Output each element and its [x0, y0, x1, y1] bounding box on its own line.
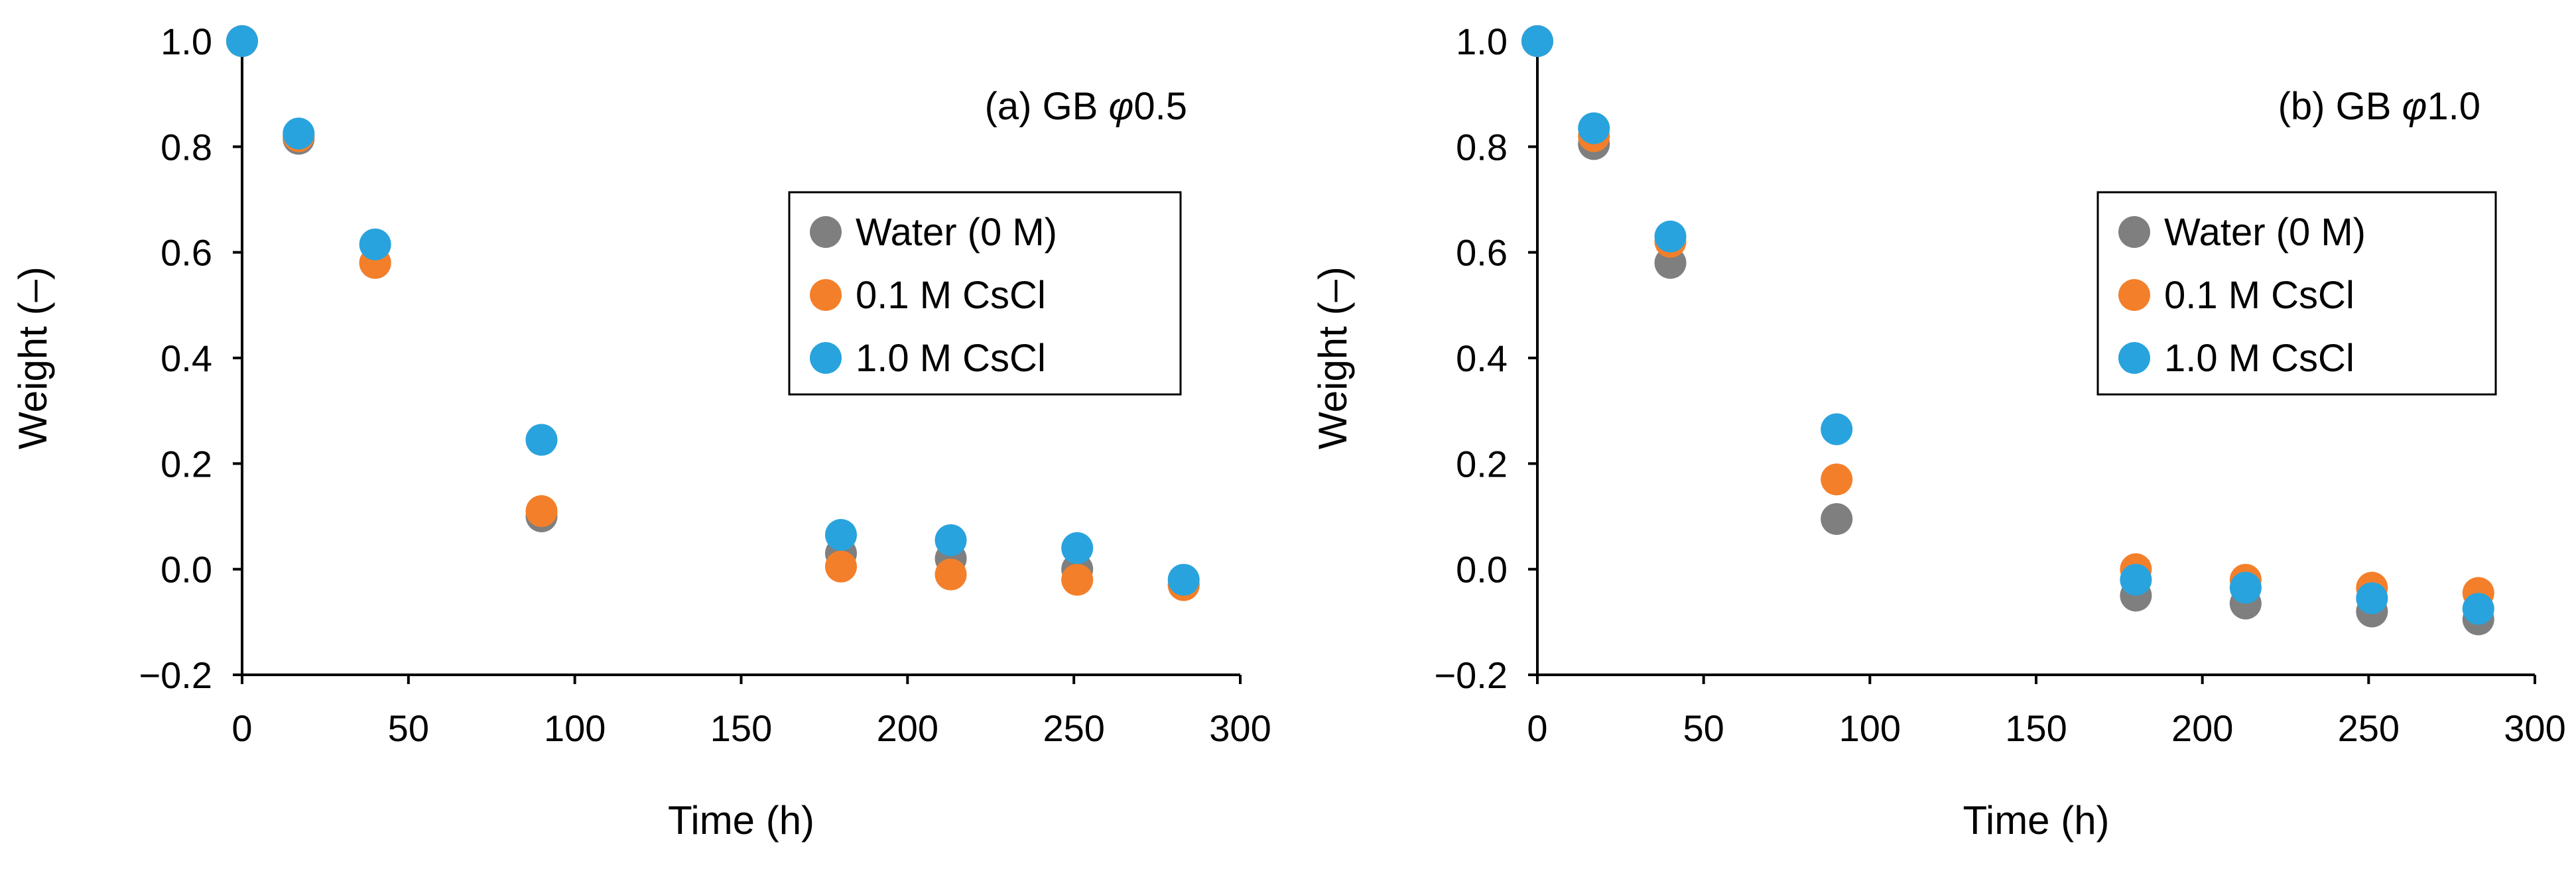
x-tick-label: 100 [544, 707, 606, 749]
y-tick-label: 0.8 [161, 126, 212, 168]
x-tick-label: 300 [1209, 707, 1271, 749]
data-point [1061, 563, 1094, 596]
legend-marker [2118, 216, 2150, 248]
panel-title: (b) GB φ1.0 [2278, 85, 2480, 128]
x-tick-label: 100 [1839, 707, 1901, 749]
x-tick-label: 0 [231, 707, 252, 749]
x-tick-label: 50 [1683, 707, 1724, 749]
y-tick-label: 0.0 [161, 549, 212, 591]
chart-panel-b: 1.0 0.8 0.6 0.4 0.2 0.0 −0.2 0 50 100 150 200 250 300… [1311, 21, 2566, 843]
x-tick-label: 50 [388, 707, 429, 749]
legend-marker [810, 342, 842, 374]
x-tick-label: 150 [710, 707, 772, 749]
legend-box [788, 191, 1182, 396]
data-point [283, 117, 315, 150]
y-axis-title: Weight (–) [1311, 266, 1355, 449]
legend: Water (0 M) 0.1 M CsCl 1.0 M CsCl [788, 191, 1182, 396]
data-point [1167, 563, 1200, 596]
data-point [1821, 463, 1853, 496]
data-point [525, 424, 558, 456]
x-tick-label: 250 [1043, 707, 1104, 749]
y-tick-label: 1.0 [1456, 21, 1508, 62]
legend-label: 0.1 M CsCl [856, 274, 1046, 317]
panel-title-symbol: φ [1109, 85, 1134, 128]
panel-title: (a) GB φ0.5 [985, 85, 1187, 128]
legend-label: 0.1 M CsCl [2164, 274, 2354, 317]
data-point [525, 495, 558, 528]
data-point [1061, 532, 1094, 564]
y-tick-label: −0.2 [1434, 654, 1508, 696]
panel-title-suffix: 0.5 [1133, 85, 1187, 128]
y-tick-label: 0.2 [1456, 443, 1508, 485]
y-tick-label: 0.8 [1456, 126, 1508, 168]
y-tick-label: −0.2 [139, 654, 212, 696]
panel-title-prefix: (a) GB [985, 85, 1109, 128]
data-point [1821, 502, 1853, 535]
data-point [825, 518, 857, 551]
y-tick-label: 0.0 [1456, 549, 1508, 591]
x-tick-label: 200 [877, 707, 938, 749]
series-2 [1521, 25, 2494, 625]
legend-marker [810, 279, 842, 311]
chart-panel-a: 1.0 0.8 0.6 0.4 0.2 0.0 −0.2 0 50 100 150 200 250 300… [11, 21, 1271, 843]
data-point [2356, 582, 2388, 615]
y-axis-title: Weight (–) [11, 266, 55, 449]
panel-title-suffix: 1.0 [2427, 85, 2480, 128]
y-tick-label: 0.2 [161, 443, 212, 485]
legend-marker [810, 216, 842, 248]
panel-title-symbol: φ [2402, 85, 2427, 128]
data-point [2120, 563, 2152, 596]
legend-label: 1.0 M CsCl [2164, 337, 2354, 380]
x-tick-label: 300 [2504, 707, 2565, 749]
data-point [1521, 25, 1553, 57]
data-point [359, 228, 391, 261]
y-tick-label: 0.4 [161, 337, 212, 379]
x-axis-title: Time (h) [668, 798, 814, 843]
legend-marker [2118, 279, 2150, 311]
data-point [1654, 220, 1687, 253]
panel-title-prefix: (b) GB [2278, 85, 2402, 128]
legend-label: Water (0 M) [856, 211, 1057, 254]
y-tick-label: 0.6 [161, 232, 212, 274]
y-tick-label: 1.0 [161, 21, 212, 62]
data-point [934, 558, 967, 591]
x-tick-label: 150 [2005, 707, 2067, 749]
x-axis-title: Time (h) [1963, 798, 2109, 843]
legend: Water (0 M) 0.1 M CsCl 1.0 M CsCl [2096, 191, 2497, 396]
legend-label: 1.0 M CsCl [856, 337, 1046, 380]
x-tick-label: 0 [1527, 707, 1547, 749]
legend-marker [2118, 342, 2150, 374]
legend-box [2096, 191, 2497, 396]
data-point [2462, 593, 2494, 625]
legend-label: Water (0 M) [2164, 211, 2366, 254]
data-point [1578, 112, 1610, 145]
data-point [1821, 413, 1853, 445]
data-point [934, 524, 967, 556]
series-2 [226, 25, 1200, 596]
data-point [226, 25, 258, 57]
y-tick-label: 0.6 [1456, 232, 1508, 274]
data-point [2229, 571, 2262, 604]
x-tick-label: 200 [2171, 707, 2233, 749]
x-tick-label: 250 [2338, 707, 2400, 749]
y-tick-label: 0.4 [1456, 337, 1508, 379]
data-point [825, 550, 857, 583]
